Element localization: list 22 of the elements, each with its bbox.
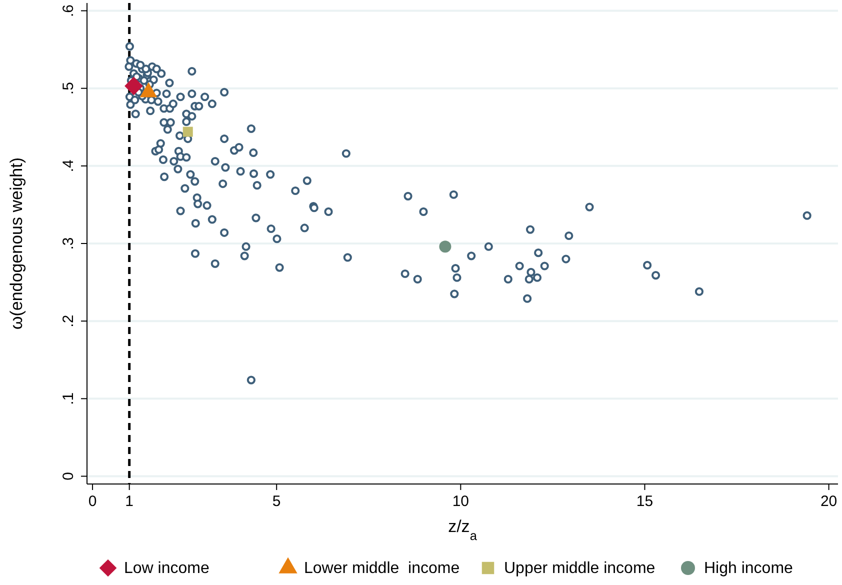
point <box>182 126 193 137</box>
x-tick-label: 5 <box>272 493 281 510</box>
y-axis-title: ω(endogenous weight) <box>7 157 26 330</box>
x-tick-label: 1 <box>125 493 134 510</box>
y-tick-label: .4 <box>60 160 77 172</box>
x-tick-label: 20 <box>820 493 838 510</box>
x-tick-label: 0 <box>88 493 97 510</box>
y-tick-label: .3 <box>60 237 77 250</box>
y-tick-label: .1 <box>60 392 77 405</box>
x-tick-label: 10 <box>452 493 470 510</box>
y-tick-label: .2 <box>60 314 77 328</box>
point <box>124 76 143 96</box>
y-tick-label: 0 <box>60 472 77 480</box>
legend-label: Lower middle income <box>304 560 460 577</box>
legend-label: High income <box>704 560 794 577</box>
point <box>439 240 452 253</box>
legend-label: Low income <box>124 560 210 577</box>
y-tick-label: .5 <box>60 82 77 95</box>
x-tick-label: 15 <box>636 493 654 510</box>
x-axis-title: z/z$_{a}$ <box>448 517 478 542</box>
y-tick-label: .6 <box>60 4 77 18</box>
legend-label: Upper middle income <box>504 560 656 577</box>
